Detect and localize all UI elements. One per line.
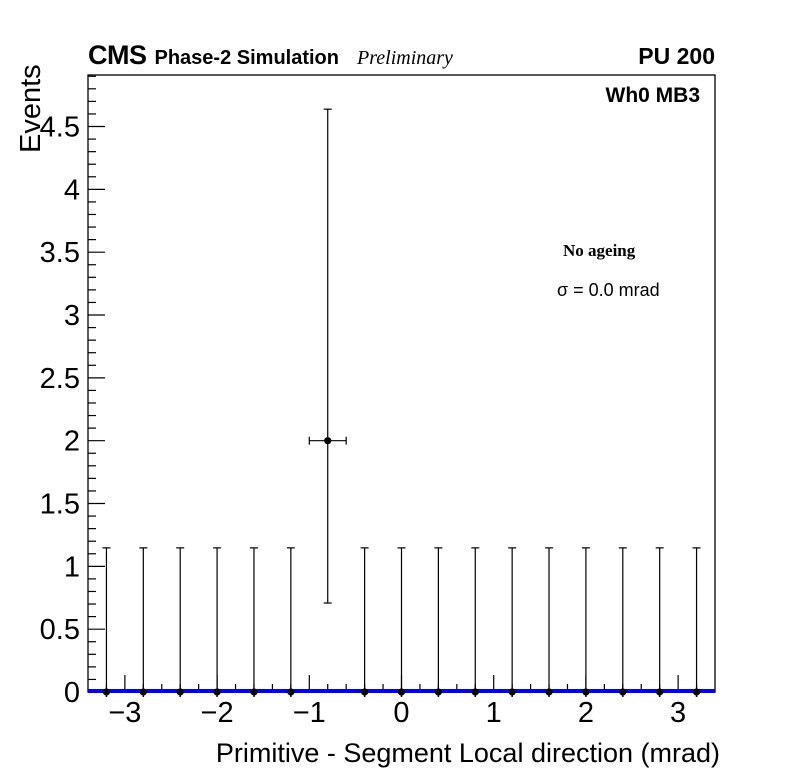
data-marker <box>176 688 184 696</box>
y-tick-label: 4.5 <box>40 112 80 144</box>
data-marker <box>508 688 516 696</box>
x-tick-label: −1 <box>293 697 326 729</box>
x-axis-title: Primitive - Segment Local direction (mra… <box>216 738 720 768</box>
y-tick-label: 2.5 <box>40 363 80 395</box>
header: CMS Phase-2 Simulation Preliminary PU 20… <box>88 40 715 71</box>
x-tick-label: 2 <box>578 697 594 729</box>
x-tick-label: 0 <box>393 697 409 729</box>
y-tick-label: 1 <box>64 551 80 583</box>
data-marker <box>102 688 111 696</box>
cms-logo-text: CMS <box>88 40 147 70</box>
x-tick-label: 3 <box>670 697 686 729</box>
y-tick-label: 2 <box>64 426 80 458</box>
data-marker <box>434 688 442 696</box>
data-marker <box>619 688 627 696</box>
data-marker <box>471 688 479 696</box>
y-tick-label: 3.5 <box>40 237 80 269</box>
y-axis-title: Events <box>15 64 47 153</box>
data-marker <box>545 688 553 696</box>
data-marker <box>397 688 406 696</box>
data-marker <box>250 688 258 696</box>
pileup-label: PU 200 <box>638 43 715 69</box>
preliminary-label: Preliminary <box>357 47 453 69</box>
data-marker <box>213 688 221 696</box>
data-marker <box>324 437 332 445</box>
y-tick-label: 1.5 <box>40 489 80 521</box>
data-marker <box>361 688 369 696</box>
sigma-annotation: σ = 0.0 mrad <box>557 280 660 300</box>
x-tick-label: 1 <box>486 697 502 729</box>
y-tick-label: 0 <box>64 677 80 709</box>
data-marker <box>692 688 701 696</box>
x-tick-label: −3 <box>108 697 141 729</box>
x-tick-label: −2 <box>201 697 234 729</box>
data-marker <box>656 688 664 696</box>
ageing-annotation: No ageing <box>563 241 636 260</box>
data-marker <box>139 688 147 696</box>
data-marker <box>287 688 295 696</box>
simulation-label: Phase-2 Simulation <box>154 47 340 69</box>
y-tick-label: 4 <box>64 174 80 206</box>
data-marker <box>582 688 590 696</box>
chamber-label: Wh0 MB3 <box>605 84 701 107</box>
y-tick-label: 3 <box>64 300 80 332</box>
y-tick-label: 0.5 <box>40 614 80 646</box>
